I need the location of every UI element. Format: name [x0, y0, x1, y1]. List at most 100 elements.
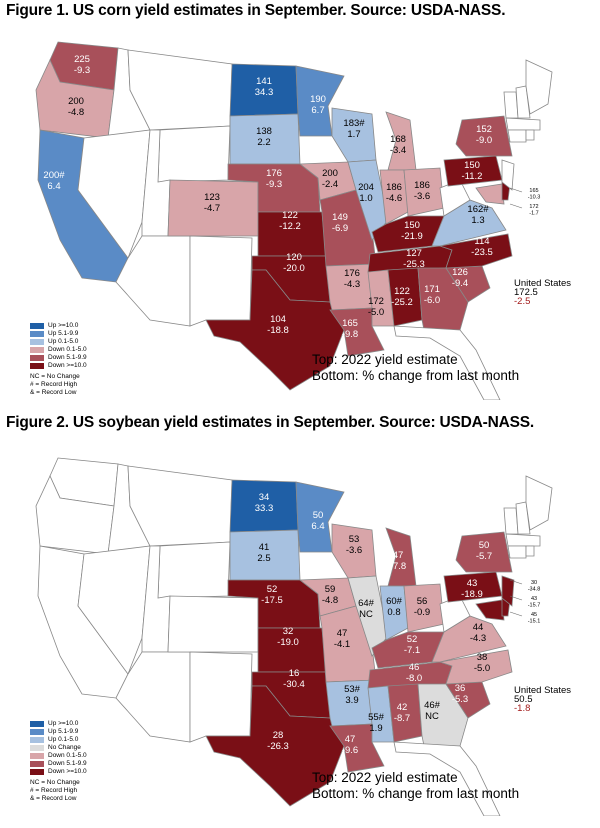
legend-label: Down 0.1-5.0: [48, 752, 87, 759]
state-label-tx: 28 -26.3: [267, 730, 289, 752]
state-label-co: 123 -4.7: [204, 192, 220, 214]
state-label-ks: 122 -12.2: [279, 210, 301, 232]
legend-swatch: [30, 745, 44, 751]
state-label-la: 47 -9.6: [342, 734, 358, 756]
state-ms: [367, 685, 395, 743]
state-label-ne: 176 -9.3: [266, 168, 282, 190]
state-label-wa: 225 -9.3: [74, 54, 90, 76]
state-nm: [189, 651, 253, 743]
state-ct: [507, 129, 527, 143]
us-value: 50.5: [514, 694, 533, 705]
legend-swatch: [30, 729, 44, 735]
legend-label: Up 5.1-9.9: [48, 330, 79, 337]
state-label-oh: 56 -0.9: [414, 596, 430, 618]
state-label-ia: 200 -2.4: [322, 168, 338, 190]
legend-swatch: [30, 737, 44, 743]
state-label-ny: 50 -5.7: [476, 540, 492, 562]
legend-note: # = Record High: [30, 787, 78, 794]
figure2-caption-bottom: Bottom: % change from last month: [312, 786, 520, 801]
legend-note: NC = No Change: [30, 779, 80, 786]
state-nh: [515, 501, 531, 535]
state-label-la: 165 -9.8: [342, 318, 358, 340]
legend-note: & = Record Low: [30, 389, 77, 396]
legend-label: Down >=10.0: [48, 768, 87, 775]
legend-swatch: [30, 753, 44, 759]
state-label-ga: 46# NC: [424, 700, 441, 722]
state-label-tn: 127 -25.3: [403, 248, 425, 270]
legend-item: Up >=10.0: [30, 322, 87, 330]
legend-label: Down 5.1-9.9: [48, 760, 87, 767]
legend-item: No Change: [30, 744, 87, 752]
state-label-sc: 126 -9.4: [452, 267, 468, 289]
state-ma: [505, 533, 541, 547]
legend-swatch: [30, 363, 44, 369]
state-label-nd: 34 33.3: [255, 492, 274, 514]
state-label-nc: 38 -5.0: [474, 652, 490, 674]
state-ct: [507, 545, 527, 559]
state-label-ms: 172 -5.0: [368, 296, 384, 318]
state-label-tx: 104 -18.8: [267, 314, 289, 336]
state-label-ks: 32 -19.0: [277, 626, 299, 648]
legend-swatch: [30, 339, 44, 345]
leader-line: [509, 187, 523, 193]
state-vt: [503, 91, 519, 119]
legend-label: Down >=10.0: [48, 362, 87, 369]
legend-label: No Change: [48, 744, 81, 751]
state-label-ia: 59 -4.8: [322, 584, 338, 606]
state-wy: [157, 125, 231, 183]
figure1-caption-bottom: Bottom: % change from last month: [312, 368, 520, 383]
legend-swatch: [30, 323, 44, 329]
state-label-mn: 50 6.4: [311, 510, 324, 532]
state-vt: [503, 507, 519, 535]
state-label-md: 172 -1.7: [529, 204, 538, 217]
state-me: [525, 475, 553, 531]
state-label-ok: 16 -30.4: [283, 668, 305, 690]
legend-label: Up 5.1-9.9: [48, 728, 79, 735]
state-label-in: 186 -4.6: [386, 182, 402, 204]
state-label-sc: 36 -5.3: [452, 683, 468, 705]
state-mt: [127, 465, 233, 547]
state-fl: [393, 741, 501, 816]
state-label-nj: 30 -34.8: [528, 580, 541, 593]
state-ri: [525, 129, 535, 141]
state-label-ky: 52 -7.1: [404, 634, 420, 656]
figure1-caption: Top: 2022 yield estimate Bottom: % chang…: [312, 352, 519, 384]
state-label-ar: 53# 3.9: [344, 684, 361, 706]
figure2-caption: Top: 2022 yield estimate Bottom: % chang…: [312, 770, 519, 802]
state-label-in: 60# 0.8: [386, 596, 403, 618]
state-co: [167, 595, 259, 653]
leader-line: [509, 595, 523, 601]
legend-item: Down 0.1-5.0: [30, 752, 87, 760]
state-label-ar: 176 -4.3: [344, 268, 360, 290]
state-md: [475, 183, 505, 205]
state-label-mi: 168 -3.4: [390, 134, 406, 156]
legend-note: NC = No Change: [30, 373, 80, 380]
state-label-ky: 150 -21.9: [401, 220, 423, 242]
state-label-mo: 47 -4.1: [334, 628, 350, 650]
legend-notes: NC = No Change # = Record High & = Record …: [30, 373, 87, 397]
state-fl: [393, 325, 501, 400]
legend-notes: NC = No Change # = Record High & = Record …: [30, 779, 87, 803]
state-label-nd: 141 34.3: [255, 76, 274, 98]
legend-item: Up 5.1-9.9: [30, 330, 87, 338]
state-label-nc: 114 -23.5: [471, 236, 493, 258]
figure1-us-total: United States 172.5 -2.5: [514, 279, 571, 307]
us-label: United States: [514, 685, 572, 696]
legend-note: & = Record Low: [30, 795, 77, 802]
leader-line: [509, 611, 523, 617]
figure1-caption-top: Top: 2022 yield estimate: [312, 352, 458, 367]
state-ny: [455, 531, 513, 573]
state-label-il: 64# NC: [358, 598, 375, 620]
state-label-sd: 41 2.5: [257, 542, 270, 564]
us-change: -2.5: [514, 296, 531, 307]
legend-item: Down >=10.0: [30, 362, 87, 370]
state-mt: [127, 49, 233, 131]
state-label-pa: 150 -11.2: [462, 160, 483, 182]
state-label-mi: 47 -7.8: [390, 550, 406, 572]
legend-item: Up 0.1-5.0: [30, 736, 87, 744]
legend-swatch: [30, 347, 44, 353]
legend-label: Down 5.1-9.9: [48, 354, 87, 361]
legend-label: Up >=10.0: [48, 720, 79, 727]
state-ri: [525, 545, 535, 557]
legend-note: # = Record High: [30, 381, 78, 388]
